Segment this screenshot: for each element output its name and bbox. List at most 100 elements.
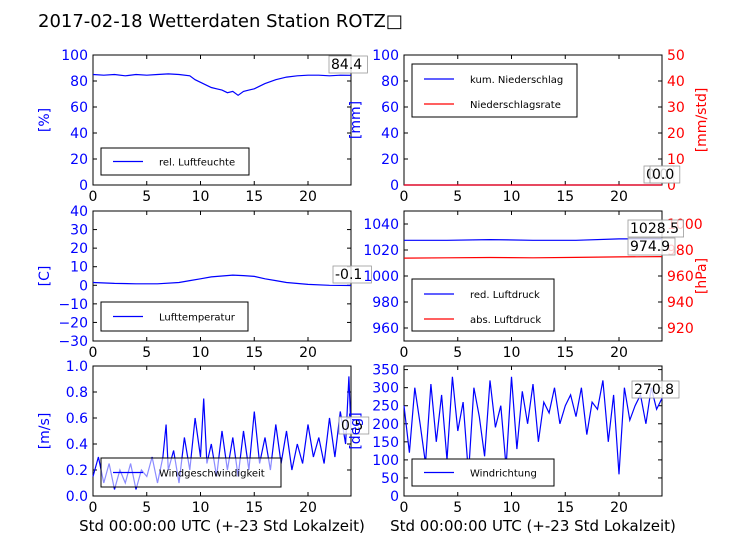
- wind_speed-xtick-label: 10: [192, 500, 210, 516]
- wind_speed-xtick-label: 15: [245, 500, 263, 516]
- temperature-legend-label: Lufttemperatur: [159, 313, 236, 324]
- pressure-legend-label: red. Luftdruck: [470, 290, 540, 301]
- pressure-ytick-right-label: 940: [667, 295, 694, 311]
- precipitation-xtick-label: 0: [400, 189, 409, 205]
- pressure-ytick-label: 1020: [363, 243, 399, 259]
- precipitation-ytick-right-label: 40: [667, 74, 685, 90]
- precipitation-latest-value: 0.0: [652, 167, 674, 183]
- temperature-ytick-label: 40: [70, 204, 88, 220]
- humidity-series-line: [92, 73, 352, 97]
- precipitation-ylabel: [mm]: [348, 101, 364, 139]
- precipitation-legend-label: Niederschlagsrate: [470, 100, 561, 111]
- pressure-xtick-label: 10: [503, 345, 521, 361]
- precipitation-xtick-label: 5: [453, 189, 462, 205]
- wind_direction-ytick-label: 200: [372, 417, 399, 433]
- wind_direction-ytick-label: 350: [372, 363, 399, 379]
- precipitation-xtick-label: 15: [556, 189, 574, 205]
- precipitation-xtick-label: 20: [610, 189, 628, 205]
- temperature-ytick-label: −30: [58, 334, 88, 350]
- wind_direction-ytick-label: 50: [381, 471, 399, 487]
- pressure-latest-value: 1028.5: [630, 221, 679, 237]
- wind_direction-xlabel: Std 00:00:00 UTC (+-23 Std Lokalzeit): [390, 517, 676, 535]
- humidity-legend-label: rel. Luftfeuchte: [159, 158, 235, 169]
- wind_speed-ylabel: [m/s]: [37, 413, 53, 450]
- temperature-ytick-label: 20: [70, 241, 88, 257]
- temperature-xtick-label: 10: [192, 345, 210, 361]
- humidity-ytick-label: 100: [61, 48, 88, 64]
- pressure-ytick-right-label: 920: [667, 321, 694, 337]
- humidity-ytick-label: 20: [70, 152, 88, 168]
- precipitation-ytick-label: 80: [381, 74, 399, 90]
- precipitation-ytick-right-label: 0: [667, 178, 676, 194]
- temperature-latest-value: -0.1: [335, 267, 362, 283]
- pressure-ytick-right-label: 960: [667, 269, 694, 285]
- wind_speed-ytick-label: 0.4: [66, 437, 88, 453]
- pressure-series-line: [403, 256, 663, 259]
- temperature-ylabel: [C]: [37, 266, 53, 287]
- wind_direction-xtick-label: 5: [453, 500, 462, 516]
- humidity-latest-value: 84.4: [331, 57, 362, 73]
- pressure-latest-value: 974.9: [630, 239, 670, 255]
- wind_speed-xtick-label: 0: [89, 500, 98, 516]
- wind_speed-ytick-label: 0.2: [66, 463, 88, 479]
- precipitation-ytick-right-label: 10: [667, 152, 685, 168]
- wind_direction-legend-label: Windrichtung: [470, 469, 537, 480]
- precipitation-ylabel-right: [mm/std]: [694, 88, 710, 153]
- wind_speed-xlabel: Std 00:00:00 UTC (+-23 Std Lokalzeit): [79, 517, 365, 535]
- temperature-latest-box: [332, 265, 372, 284]
- pressure-ytick-label: 1040: [363, 217, 399, 233]
- humidity-ytick-label: 0: [79, 178, 88, 194]
- precipitation-ytick-label: 100: [372, 48, 399, 64]
- humidity-xtick-label: 10: [192, 189, 210, 205]
- pressure-latest-box: [627, 237, 676, 256]
- precipitation-ytick-label: 40: [381, 126, 399, 142]
- wind_speed-xtick-label: 20: [299, 500, 317, 516]
- temperature-ytick-label: 30: [70, 223, 88, 239]
- pressure-xtick-label: 20: [610, 345, 628, 361]
- temperature-xtick-label: 20: [299, 345, 317, 361]
- humidity-xtick-label: 20: [299, 189, 317, 205]
- pressure-ytick-label: 980: [372, 295, 399, 311]
- precipitation-legend-label: kum. Niederschlag: [470, 75, 563, 86]
- pressure-ylabel-right: [hPa]: [694, 258, 710, 294]
- temperature-xtick-label: 5: [142, 345, 151, 361]
- precipitation-ytick-right-label: 50: [667, 48, 685, 64]
- pressure-latest-box: [627, 219, 684, 238]
- wind_direction-xtick-label: 0: [400, 500, 409, 516]
- wind_direction-ytick-label: 100: [372, 453, 399, 469]
- wind_direction-ytick-label: 250: [372, 399, 399, 415]
- temperature-series-line: [92, 274, 352, 287]
- precipitation-ytick-label: 20: [381, 152, 399, 168]
- pressure-legend-label: abs. Luftdruck: [470, 315, 541, 326]
- precipitation-ytick-right-label: 30: [667, 100, 685, 116]
- precipitation-xtick-label: 10: [503, 189, 521, 205]
- temperature-ytick-label: 10: [70, 260, 88, 276]
- precipitation-latest-box: [649, 165, 681, 184]
- wind_speed-latest-box: [338, 416, 370, 435]
- pressure-legend-box: [411, 278, 555, 332]
- pressure-xtick-label: 5: [453, 345, 462, 361]
- wind_speed-ytick-label: 0.8: [66, 385, 88, 401]
- wind_direction-xtick-label: 10: [503, 500, 521, 516]
- pressure-series-line: [404, 238, 662, 241]
- temperature-xtick-label: 15: [245, 345, 263, 361]
- wind_speed-latest-value: 0.5: [341, 418, 363, 434]
- humidity-ytick-label: 60: [70, 100, 88, 116]
- pressure-xtick-label: 0: [400, 345, 409, 361]
- wind_direction-xtick-label: 15: [556, 500, 574, 516]
- wind_direction-latest-value: 270.8: [634, 382, 674, 398]
- humidity-xtick-label: 15: [245, 189, 263, 205]
- wind_speed-xtick-label: 5: [142, 500, 151, 516]
- wind_direction-ylabel: [deg]: [348, 412, 364, 449]
- humidity-ylabel: [%]: [37, 108, 53, 132]
- pressure-ytick-label: 960: [372, 321, 399, 337]
- wind_direction-ytick-label: 0: [390, 489, 399, 505]
- wind_direction-ytick-label: 300: [372, 381, 399, 397]
- wind_direction-latest-box: [631, 380, 680, 399]
- precipitation-legend-box: [411, 63, 578, 118]
- precipitation-ytick-right-label: 20: [667, 126, 685, 142]
- wind_speed-ytick-label: 0.0: [66, 489, 88, 505]
- precipitation-ytick-label: 60: [381, 100, 399, 116]
